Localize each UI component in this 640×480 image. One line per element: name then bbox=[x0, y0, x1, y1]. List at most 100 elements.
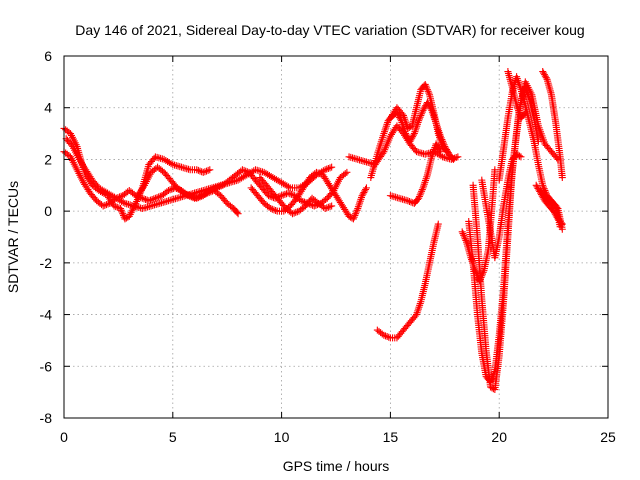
data-point bbox=[513, 150, 521, 158]
data-point bbox=[424, 87, 432, 95]
data-series bbox=[478, 150, 525, 262]
data-point bbox=[479, 268, 487, 276]
data-point bbox=[514, 151, 522, 159]
data-point bbox=[434, 220, 442, 228]
x-axis-label: GPS time / hours bbox=[283, 458, 390, 474]
data-point bbox=[323, 165, 331, 173]
data-series bbox=[256, 174, 336, 218]
data-point bbox=[328, 202, 336, 210]
data-point bbox=[421, 178, 429, 186]
data-point bbox=[234, 210, 242, 218]
data-point bbox=[416, 301, 424, 309]
data-point bbox=[272, 206, 280, 214]
data-series bbox=[539, 68, 566, 182]
data-point bbox=[443, 148, 451, 156]
data-point bbox=[185, 191, 193, 199]
data-point bbox=[420, 105, 428, 113]
data-point bbox=[324, 164, 332, 172]
data-point bbox=[310, 202, 318, 210]
data-point bbox=[292, 208, 300, 216]
data-point bbox=[521, 109, 529, 117]
data-point bbox=[421, 80, 429, 88]
data-point bbox=[285, 183, 293, 191]
data-point bbox=[196, 167, 204, 175]
data-point bbox=[422, 82, 430, 90]
data-point bbox=[119, 210, 127, 218]
data-point bbox=[148, 196, 156, 204]
data-point bbox=[425, 89, 433, 97]
data-series bbox=[373, 220, 442, 342]
data-point bbox=[418, 186, 426, 194]
data-point bbox=[268, 205, 276, 213]
data-point bbox=[416, 299, 424, 307]
data-point bbox=[539, 181, 547, 189]
data-point bbox=[323, 204, 331, 212]
data-point bbox=[290, 209, 298, 217]
data-point bbox=[196, 193, 204, 201]
data-point bbox=[193, 166, 201, 174]
x-tick-label: 15 bbox=[383, 429, 399, 445]
data-point bbox=[517, 153, 525, 161]
data-point bbox=[408, 134, 416, 142]
data-point bbox=[168, 185, 176, 193]
data-point bbox=[434, 143, 442, 151]
y-tick-label: 4 bbox=[44, 100, 52, 116]
data-point bbox=[547, 198, 555, 206]
data-point bbox=[539, 68, 547, 76]
data-point bbox=[380, 331, 388, 339]
data-point bbox=[352, 208, 360, 216]
data-point bbox=[468, 256, 476, 264]
data-point bbox=[209, 185, 217, 193]
data-point bbox=[297, 197, 305, 205]
x-tick-label: 20 bbox=[491, 429, 507, 445]
data-point bbox=[459, 230, 467, 238]
data-point bbox=[122, 214, 130, 222]
x-tick-label: 0 bbox=[60, 429, 68, 445]
data-point bbox=[242, 167, 250, 175]
y-tick-label: 2 bbox=[44, 151, 52, 167]
data-point bbox=[353, 206, 361, 214]
data-point bbox=[112, 203, 120, 211]
data-point bbox=[203, 167, 211, 175]
data-point bbox=[206, 166, 214, 174]
data-point bbox=[113, 203, 121, 211]
data-point bbox=[379, 149, 387, 157]
data-point bbox=[279, 191, 287, 199]
data-point bbox=[341, 170, 349, 178]
data-point bbox=[99, 202, 107, 210]
data-point bbox=[193, 194, 201, 202]
data-point bbox=[403, 131, 411, 139]
data-point bbox=[418, 108, 426, 116]
data-point bbox=[435, 145, 443, 153]
data-point bbox=[140, 195, 148, 203]
x-tick-label: 10 bbox=[274, 429, 290, 445]
data-point bbox=[436, 146, 444, 154]
data-point bbox=[321, 166, 329, 174]
data-point bbox=[166, 186, 174, 194]
data-point bbox=[417, 111, 425, 119]
data-point bbox=[138, 194, 146, 202]
data-point bbox=[404, 197, 412, 205]
data-series bbox=[247, 168, 370, 223]
data-point bbox=[442, 146, 450, 154]
data-point bbox=[326, 203, 334, 211]
data-series bbox=[458, 166, 499, 285]
data-point bbox=[278, 192, 286, 200]
data-point bbox=[406, 137, 414, 145]
data-point bbox=[414, 305, 422, 313]
data-point bbox=[362, 184, 370, 192]
data-point bbox=[540, 69, 548, 77]
data-point bbox=[117, 205, 125, 213]
data-point bbox=[418, 110, 426, 118]
data-point bbox=[415, 117, 423, 125]
data-point bbox=[356, 199, 364, 207]
data-series bbox=[504, 68, 529, 122]
data-point bbox=[350, 213, 358, 221]
data-point bbox=[415, 194, 423, 202]
data-point bbox=[532, 181, 540, 189]
y-tick-label: -4 bbox=[40, 307, 53, 323]
y-tick-label: -2 bbox=[40, 255, 53, 271]
data-point bbox=[436, 148, 444, 156]
data-point bbox=[416, 113, 424, 121]
